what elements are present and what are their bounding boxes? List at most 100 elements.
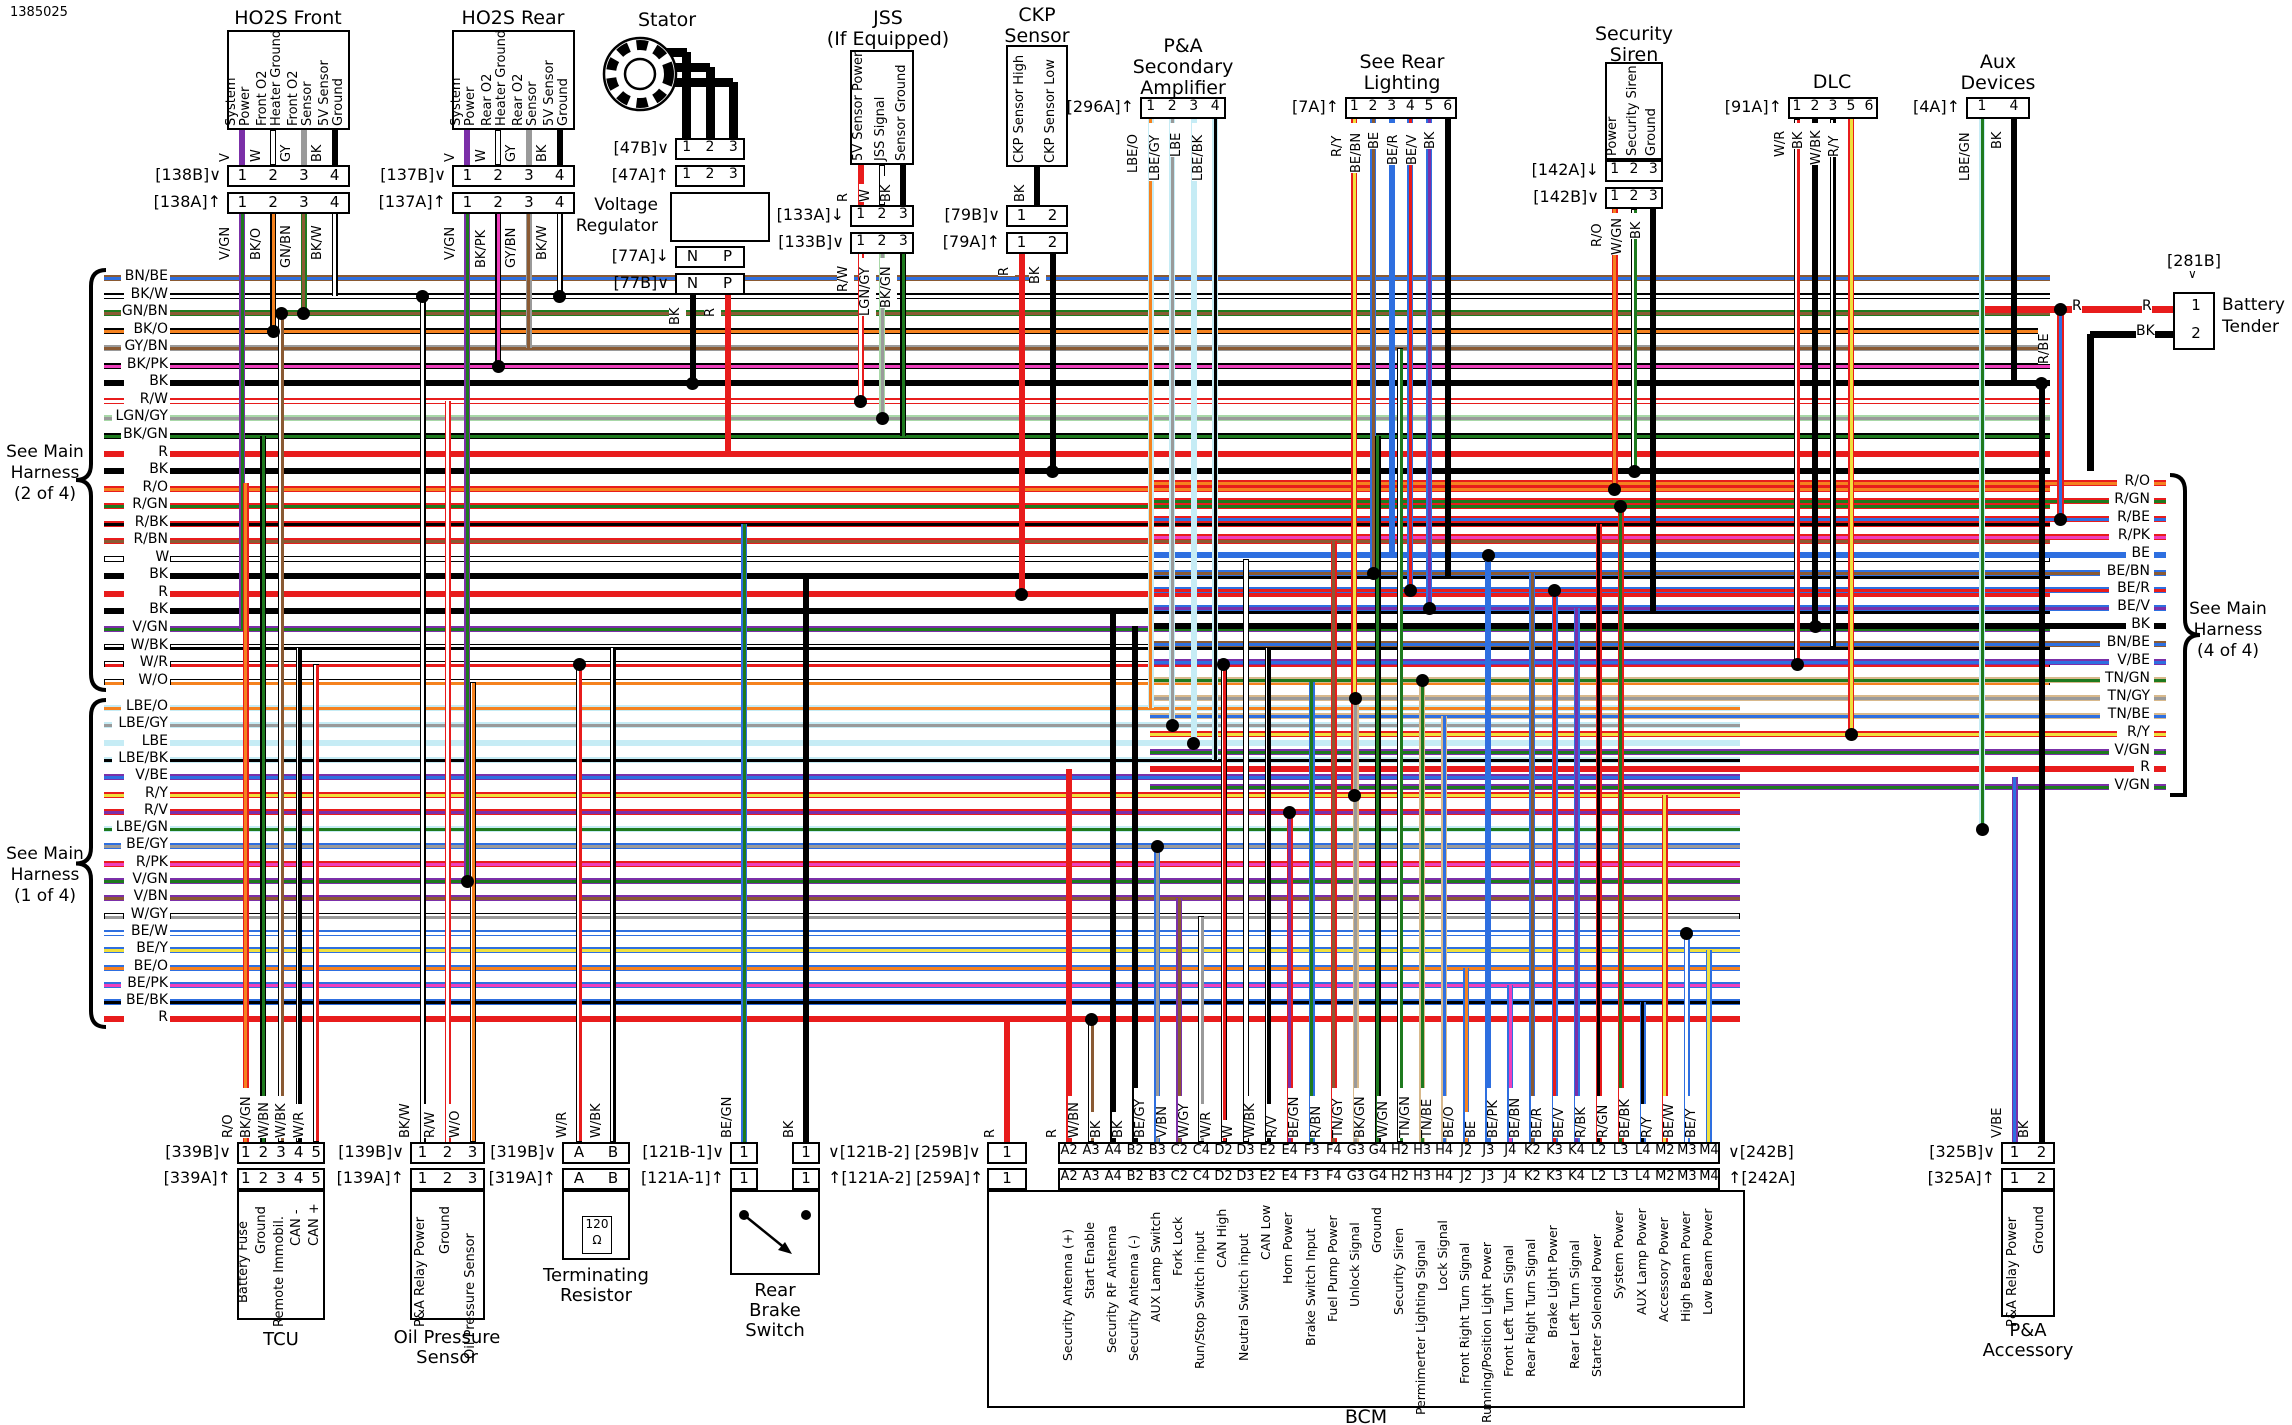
connector-row-[47B] (675, 138, 745, 160)
tcu-title: TCU (263, 1329, 299, 1350)
resistor-symbol (582, 1216, 612, 1254)
wire-code-label: W/BN (257, 1096, 275, 1138)
connector-row-[133A] (850, 205, 914, 227)
pin-number: F3 (1303, 1169, 1320, 1184)
wire-BK/W (104, 293, 124, 299)
wire-GY/BN (525, 214, 532, 348)
wire-code-label: R (983, 1120, 1001, 1138)
wire-BE/O (1463, 968, 1470, 1142)
pin-number: C4 (1192, 1169, 1211, 1184)
pin-number: 1 (2009, 1169, 2020, 1187)
harness-wire-label: GN/BN (121, 303, 168, 320)
harness-group-label: See Main (6, 442, 84, 462)
connector-id: [137A]↑ (378, 192, 446, 211)
wire-BE/Y (170, 947, 1740, 953)
wire-BK (170, 380, 2050, 386)
connector-id: ∨[121B-2] [259B]∨ (828, 1142, 981, 1161)
wire-BK/O (104, 328, 124, 334)
wire-BE/BN (1150, 570, 2100, 576)
wire-code-label: V/GN (218, 218, 236, 260)
pin-number: 4 (2009, 98, 2019, 114)
pin-function-label: JSS Signal (872, 96, 888, 161)
pin-number: H2 (1391, 1143, 1410, 1158)
wire-W/BK (1264, 647, 1271, 1142)
pin-number: A2 (1060, 1169, 1078, 1184)
pin-number: D3 (1236, 1143, 1255, 1158)
pin-number: 1 (1016, 206, 1027, 224)
wire-code-label: W/R (1199, 1104, 1217, 1138)
wire-code-label: LBE (1169, 123, 1188, 157)
pin-function-label: AUX Lamp Power (1633, 1208, 1649, 1315)
wire-BE/O (170, 965, 1740, 971)
wire-W (104, 556, 124, 562)
harness-wire-label: BK/GN (121, 426, 168, 443)
harness-wire-label: R/PK (129, 854, 168, 871)
oil-pressure-sensor-title: Sensor (416, 1347, 478, 1368)
wire-BE (1485, 555, 1492, 1142)
harness-group-label: (1 of 4) (13, 886, 77, 906)
connector-row-[91A] (1788, 97, 1878, 119)
wire-code-label: BK (2136, 323, 2155, 340)
pin-number: L4 (1635, 1143, 1651, 1158)
junction-dot (1403, 583, 1417, 597)
connector-id: [319A]↑ (488, 1168, 556, 1187)
wire-R (170, 591, 2050, 597)
pin-number: 1 (801, 1169, 811, 1187)
connector-row-[339A] (237, 1168, 325, 1190)
wire-V/BE (2011, 777, 2018, 1142)
harness-wire-label: BK (2131, 616, 2150, 632)
wire-BK (104, 608, 124, 614)
pin-number: G3 (1346, 1143, 1366, 1158)
pin-number: 2 (2191, 324, 2201, 342)
harness-wire-label: BE/Y (129, 940, 168, 957)
pin-number: E2 (1259, 1143, 1276, 1158)
wire-LBE (104, 740, 124, 746)
wire-R/Y (2154, 731, 2166, 737)
pin-number: 1 (2009, 1143, 2020, 1161)
harness-wire-label: R/O (138, 479, 168, 496)
wire-BK (331, 130, 338, 165)
ho2s-front-title: HO2S Front (234, 7, 342, 29)
pin-number: A2 (1060, 1143, 1078, 1158)
wire-BK/W (419, 296, 426, 1142)
pin-number: 1 (417, 1143, 428, 1161)
connector-row-[325A] (2001, 1168, 2055, 1190)
pin-number: A4 (1104, 1143, 1122, 1158)
wire-code-label: BE/W (1662, 1096, 1681, 1138)
pin-number: A (573, 1143, 585, 1161)
wire-BE/GY (170, 843, 1740, 849)
wire-code-label: W/BK (589, 1096, 607, 1138)
pin-number: 3 (1648, 188, 1658, 204)
wire-code-label: BK (2017, 1112, 2035, 1138)
connector-row-[142A] (1605, 160, 1663, 182)
wire-TN/GY (1352, 698, 1359, 1142)
wire-V (464, 130, 471, 165)
wire-R/PK (104, 861, 124, 867)
wire-code-label: BE/O (1442, 1096, 1460, 1138)
pin-number: E2 (1259, 1169, 1276, 1184)
pin-function-label: Ground (438, 1206, 453, 1254)
connector-id: [281B] (2167, 251, 2221, 270)
pin-number: 4 (1405, 98, 1415, 114)
pin-number: J4 (1504, 1169, 1517, 1184)
connector-row-[242B] (1058, 1142, 1720, 1164)
wire-code-label: R/W (836, 258, 855, 292)
pin-number: 3 (1387, 98, 1397, 114)
pin-number: J3 (1482, 1143, 1495, 1158)
document-number: 1385025 (10, 5, 68, 20)
wire-BE/BK (104, 999, 124, 1005)
pin-number: D2 (1214, 1143, 1233, 1158)
wire-BE/BK (1639, 1002, 1646, 1142)
harness-wire-label: R (155, 1009, 168, 1026)
junction-dot (1046, 464, 1059, 478)
pin-number: 5 (311, 1143, 321, 1161)
junction-dot (1608, 482, 1622, 496)
pin-number: B3 (1148, 1169, 1166, 1184)
wire-W/R (1220, 664, 1227, 1142)
pin-number: 3 (728, 166, 738, 182)
pin-function-label: Sensor Ground (893, 64, 909, 161)
wire-R/V (170, 809, 1740, 815)
pin-number: 5 (1424, 98, 1434, 114)
wire-W/O (469, 682, 476, 1142)
connector-id: [319B]∨ (490, 1142, 556, 1161)
